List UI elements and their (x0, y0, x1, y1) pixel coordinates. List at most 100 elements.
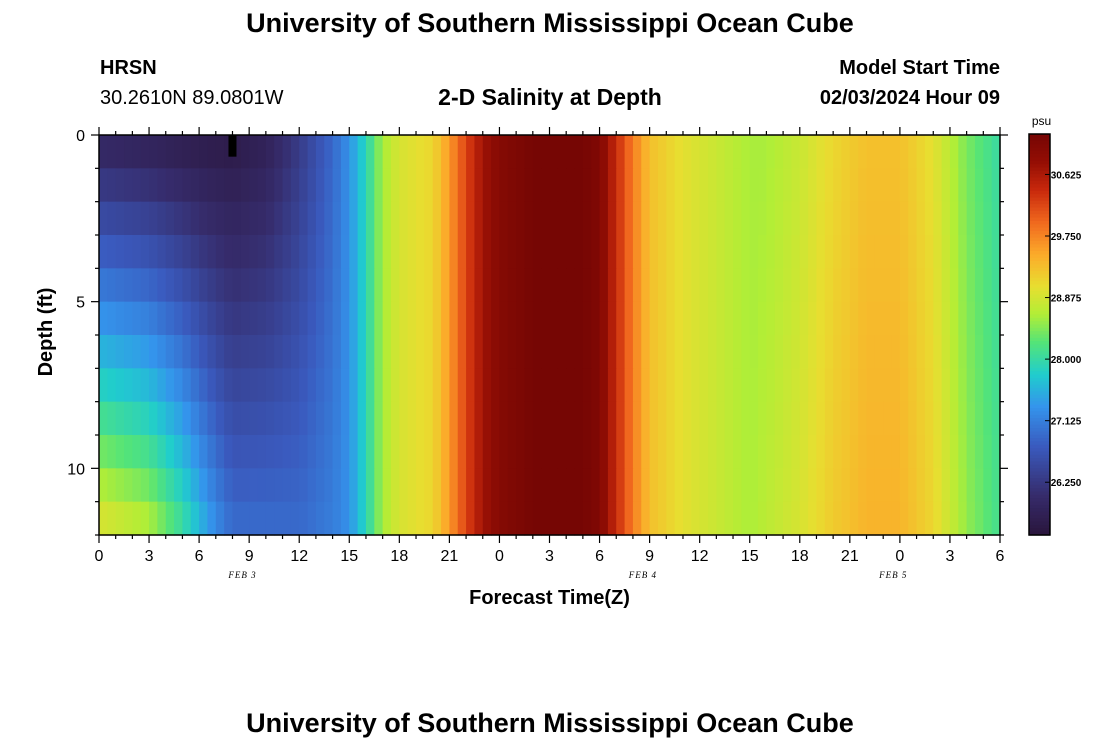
heatmap-cell (983, 335, 993, 369)
heatmap-cell (866, 368, 876, 403)
heatmap-cell (874, 168, 884, 203)
heatmap-cell (491, 268, 501, 303)
heatmap-cell (808, 168, 818, 203)
heatmap-cell (866, 501, 876, 536)
heatmap-cell (274, 268, 284, 303)
heatmap-cell (449, 235, 459, 269)
heatmap-cell (324, 168, 334, 203)
heatmap-cell (257, 301, 267, 336)
colorbar-segment (1029, 234, 1050, 239)
heatmap-cell (883, 401, 893, 436)
heatmap-cell (983, 468, 993, 503)
heatmap-cell (390, 235, 400, 269)
heatmap-cell (149, 468, 158, 503)
heatmap-cell (457, 501, 467, 536)
heatmap-cell (449, 301, 459, 336)
heatmap-cell (207, 201, 217, 236)
heatmap-cell (858, 235, 868, 269)
heatmap-cell (607, 135, 617, 169)
heatmap-cell (891, 335, 901, 369)
heatmap-cell (833, 135, 843, 169)
heatmap-cell (324, 235, 334, 269)
colorbar-segment (1029, 357, 1050, 362)
heatmap-cell (357, 268, 367, 303)
heatmap-cell (140, 201, 150, 236)
heatmap-cell (157, 401, 167, 436)
heatmap-cell (924, 301, 934, 336)
heatmap-cell (299, 135, 309, 169)
heatmap-cell (591, 401, 601, 436)
heatmap-cell (416, 301, 425, 336)
heatmap-cell (140, 168, 150, 203)
heatmap-cell (649, 501, 659, 536)
colorbar-segment (1029, 317, 1050, 322)
heatmap-cell (607, 501, 617, 536)
heatmap-cell (549, 501, 559, 536)
heatmap-cell (265, 501, 275, 536)
colorbar-segment (1029, 354, 1050, 359)
heatmap-cell (457, 335, 467, 369)
heatmap-cell (991, 201, 1001, 236)
colorbar-segment (1029, 237, 1050, 242)
heatmap-cell (557, 235, 567, 269)
heatmap-cell (532, 135, 542, 169)
heatmap-cell (699, 168, 709, 203)
heatmap-cell (165, 268, 175, 303)
heatmap-cell (416, 368, 425, 403)
heatmap-cell (240, 235, 250, 269)
heatmap-cell (340, 135, 350, 169)
heatmap-cell (899, 368, 909, 403)
heatmap-cell (265, 335, 275, 369)
heatmap-cell (290, 235, 300, 269)
heatmap-cell (524, 468, 534, 503)
heatmap-cell (282, 468, 292, 503)
heatmap-cell (182, 335, 192, 369)
heatmap-cell (299, 501, 309, 536)
colorbar-segment (1029, 204, 1050, 209)
heatmap-cell (115, 301, 125, 336)
heatmap-cell (399, 301, 409, 336)
heatmap-cell (290, 201, 300, 236)
heatmap-cell (207, 501, 217, 536)
heatmap-cell (132, 435, 142, 469)
heatmap-cell (207, 435, 217, 469)
heatmap-cell (524, 501, 534, 536)
heatmap-cell (365, 168, 375, 203)
heatmap-cell (149, 235, 158, 269)
heatmap-cell (115, 368, 125, 403)
heatmap-cell (891, 435, 901, 469)
heatmap-cell (833, 335, 843, 369)
heatmap-cell (941, 201, 951, 236)
heatmap-cell (240, 501, 250, 536)
heatmap-cell (240, 201, 250, 236)
heatmap-cell (708, 201, 717, 236)
heatmap-cell (207, 235, 217, 269)
heatmap-cell (157, 435, 167, 469)
heatmap-cell (657, 135, 667, 169)
heatmap-cell (474, 268, 484, 303)
heatmap-cell (933, 501, 943, 536)
heatmap-cell (157, 301, 167, 336)
heatmap-cell (716, 501, 726, 536)
heatmap-cell (182, 368, 192, 403)
heatmap-cell (466, 501, 476, 536)
colorbar-segment (1029, 134, 1050, 138)
heatmap-cell (849, 135, 859, 169)
heatmap-cell (157, 468, 167, 503)
heatmap-cell (240, 368, 250, 403)
colorbar-segment (1029, 341, 1050, 346)
heatmap-cell (724, 235, 734, 269)
heatmap-cell (983, 368, 993, 403)
heatmap-cell (365, 235, 375, 269)
heatmap-cell (182, 168, 192, 203)
heatmap-cell (682, 301, 692, 336)
heatmap-cell (299, 368, 309, 403)
heatmap-cell (349, 335, 359, 369)
colorbar-segment (1029, 207, 1050, 212)
heatmap-cell (349, 168, 359, 203)
heatmap-cell (791, 135, 801, 169)
heatmap-cell (699, 368, 709, 403)
heatmap-cell (557, 135, 567, 169)
heatmap-cell (582, 501, 592, 536)
heatmap-cell (482, 235, 492, 269)
